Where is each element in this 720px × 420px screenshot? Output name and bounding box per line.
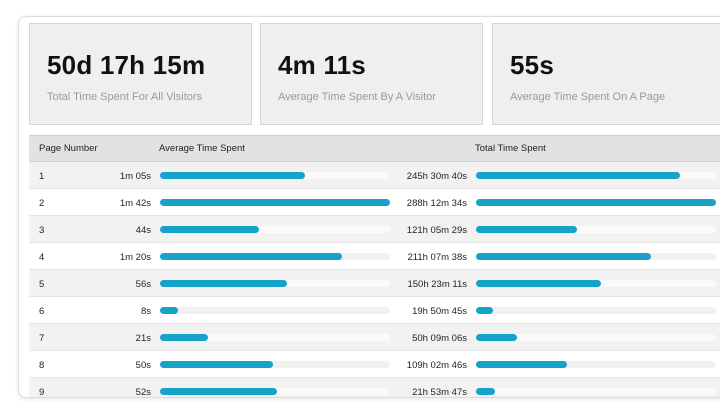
page-number-cell: 7 — [39, 333, 45, 344]
header-page-number[interactable]: Page Number — [39, 143, 98, 154]
average-time-bar — [160, 253, 342, 260]
table-row[interactable]: 6 8s 19h 50m 45s — [29, 297, 720, 324]
total-time-value: 245h 30m 40s — [406, 171, 467, 182]
stat-value: 4m 11s — [278, 50, 366, 80]
table-row[interactable]: 8 50s 109h 02m 46s — [29, 351, 720, 378]
stat-label: Total Time Spent For All Visitors — [47, 91, 203, 103]
table-row[interactable]: 2 1m 42s 288h 12m 34s — [29, 189, 720, 216]
page-number-cell: 8 — [39, 360, 45, 371]
average-time-bar — [160, 307, 178, 314]
total-time-value: 121h 05m 29s — [406, 225, 467, 236]
total-time-value: 19h 50m 45s — [412, 306, 467, 317]
average-time-value: 1m 20s — [119, 252, 151, 263]
average-time-bar — [160, 388, 277, 395]
total-time-value: 21h 53m 47s — [412, 387, 467, 398]
average-time-bar-track — [160, 226, 390, 233]
average-time-value: 52s — [135, 387, 151, 398]
average-time-value: 56s — [135, 279, 151, 290]
table-row[interactable]: 9 52s 21h 53m 47s — [29, 378, 720, 398]
total-time-value: 288h 12m 34s — [406, 198, 467, 209]
stat-card-avg-page: 55s Average Time Spent On A Page — [492, 23, 720, 125]
table-row[interactable]: 1 1m 05s 245h 30m 40s — [29, 162, 720, 189]
table-row[interactable]: 3 44s 121h 05m 29s — [29, 216, 720, 243]
average-time-bar — [160, 361, 273, 368]
total-time-bar-track — [476, 361, 716, 368]
average-time-bar-track — [160, 199, 390, 206]
header-total-time[interactable]: Total Time Spent — [475, 143, 546, 154]
table-body: 1 1m 05s 245h 30m 40s 2 1m 42s 288h 12m 34s 3 4… — [29, 162, 720, 398]
total-time-bar — [476, 172, 680, 179]
stat-label: Average Time Spent By A Visitor — [278, 91, 436, 103]
average-time-value: 21s — [135, 333, 151, 344]
dashboard-panel: 50d 17h 15m Total Time Spent For All Vis… — [18, 16, 720, 398]
total-time-bar — [476, 361, 567, 368]
page-number-cell: 5 — [39, 279, 45, 290]
total-time-bar-track — [476, 307, 716, 314]
total-time-bar-track — [476, 199, 716, 206]
page-number-cell: 6 — [39, 306, 45, 317]
total-time-value: 150h 23m 11s — [407, 279, 467, 290]
stat-value: 50d 17h 15m — [47, 50, 206, 80]
average-time-bar-track — [160, 307, 390, 314]
total-time-bar-track — [476, 388, 716, 395]
total-time-value: 50h 09m 06s — [412, 333, 467, 344]
average-time-bar — [160, 172, 305, 179]
average-time-bar-track — [160, 172, 390, 179]
table-row[interactable]: 5 56s 150h 23m 11s — [29, 270, 720, 297]
average-time-bar-track — [160, 334, 390, 341]
header-average-time[interactable]: Average Time Spent — [159, 143, 245, 154]
total-time-bar — [476, 226, 577, 233]
stat-label: Average Time Spent On A Page — [510, 91, 666, 103]
page-number-cell: 3 — [39, 225, 45, 236]
table-header: Page Number Average Time Spent Total Tim… — [29, 135, 720, 162]
average-time-value: 50s — [135, 360, 151, 371]
average-time-bar — [160, 199, 390, 206]
total-time-bar-track — [476, 172, 716, 179]
average-time-bar — [160, 280, 287, 287]
average-time-value: 44s — [135, 225, 151, 236]
average-time-bar — [160, 334, 208, 341]
time-spent-table: Page Number Average Time Spent Total Tim… — [29, 135, 720, 398]
total-time-bar-track — [476, 334, 716, 341]
average-time-bar-track — [160, 280, 390, 287]
average-time-value: 1m 05s — [119, 171, 151, 182]
total-time-bar-track — [476, 280, 716, 287]
page-number-cell: 4 — [39, 252, 45, 263]
table-row[interactable]: 4 1m 20s 211h 07m 38s — [29, 243, 720, 270]
total-time-value: 211h 07m 38s — [407, 252, 467, 263]
page-number-cell: 2 — [39, 198, 45, 209]
total-time-bar — [476, 253, 651, 260]
total-time-bar — [476, 199, 716, 206]
page-number-cell: 9 — [39, 387, 45, 398]
average-time-value: 1m 42s — [119, 198, 151, 209]
total-time-bar-track — [476, 226, 716, 233]
stat-card-total-time: 50d 17h 15m Total Time Spent For All Vis… — [29, 23, 252, 125]
table-row[interactable]: 7 21s 50h 09m 06s — [29, 324, 720, 351]
average-time-bar-track — [160, 388, 390, 395]
stat-value: 55s — [510, 50, 554, 80]
total-time-bar — [476, 280, 601, 287]
average-time-bar — [160, 226, 259, 233]
total-time-bar — [476, 334, 517, 341]
total-time-bar — [476, 307, 493, 314]
average-time-value: 8s — [140, 306, 151, 317]
stat-card-avg-visitor: 4m 11s Average Time Spent By A Visitor — [260, 23, 483, 125]
total-time-bar-track — [476, 253, 716, 260]
page-number-cell: 1 — [39, 171, 45, 182]
average-time-bar-track — [160, 361, 390, 368]
total-time-value: 109h 02m 46s — [406, 360, 467, 371]
total-time-bar — [476, 388, 495, 395]
average-time-bar-track — [160, 253, 390, 260]
